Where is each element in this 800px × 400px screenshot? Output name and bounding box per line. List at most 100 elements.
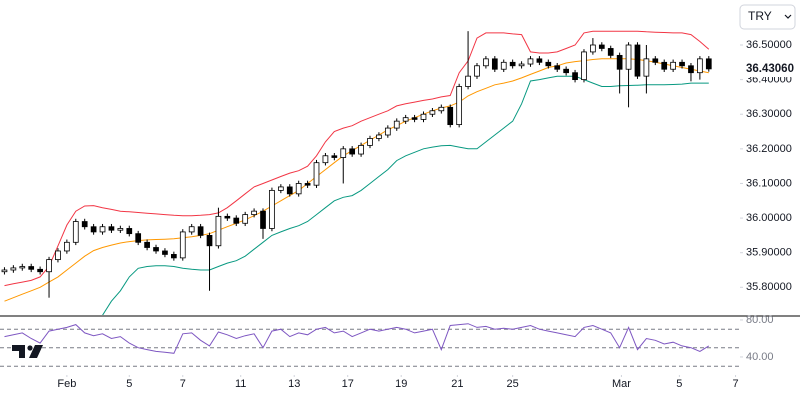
candle-body — [206, 234, 213, 247]
candle-body — [670, 61, 676, 70]
candle-body — [661, 61, 668, 70]
y-tick-label: 36.20000 — [746, 143, 792, 155]
candle-body — [367, 138, 373, 146]
candle-body — [402, 117, 409, 122]
logo — [12, 345, 43, 358]
band-line — [4, 30, 710, 287]
candle-body — [527, 58, 534, 65]
candle-body — [233, 217, 240, 224]
price-panel — [1, 30, 712, 315]
x-tick-label: 17 — [342, 378, 354, 390]
candle-body — [162, 250, 168, 255]
candle-body — [135, 233, 142, 243]
candle-body — [242, 214, 249, 224]
candle-body — [590, 44, 596, 53]
candle-body — [697, 58, 703, 74]
candle-body — [509, 61, 516, 67]
candle-body — [295, 183, 302, 195]
rsi-panel — [0, 323, 740, 367]
candle-body — [1, 269, 8, 273]
candle-body — [652, 58, 659, 63]
candle-body — [536, 58, 543, 63]
y-tick-label: 36.10000 — [746, 177, 792, 189]
candle-body — [99, 226, 106, 233]
candle-body — [572, 72, 578, 81]
candle-body — [64, 241, 70, 252]
candle-body — [563, 68, 569, 74]
x-tick-label: 7 — [180, 378, 186, 390]
currency-label: TRY — [748, 9, 772, 23]
dropdown-arrow — [784, 14, 792, 19]
candle-body — [643, 58, 650, 77]
y-tick-label: 36.00000 — [746, 212, 792, 224]
currency-select[interactable] — [739, 4, 796, 30]
candle-body — [269, 189, 275, 229]
candle-body — [384, 127, 391, 136]
candle-body — [438, 106, 445, 112]
x-tick-label: 7 — [732, 378, 738, 390]
candle-body — [705, 58, 712, 70]
candle-body — [304, 183, 311, 186]
y-tick-label: 36.50000 — [746, 39, 792, 51]
candle-body — [331, 155, 338, 158]
y-tick-label: 36.30000 — [746, 108, 792, 120]
x-tick-label: 11 — [235, 378, 246, 390]
candle-body — [286, 186, 293, 195]
candle-body — [108, 226, 115, 231]
axes: 35.80000 35.90000 36.00000 36.10000 36.20000… — [57, 39, 800, 390]
candle-body — [483, 58, 489, 67]
x-tick-label: 13 — [288, 378, 300, 390]
candle-body — [500, 61, 507, 70]
candle-body — [144, 241, 150, 248]
candle-body — [420, 113, 427, 120]
candle-body — [179, 231, 186, 259]
candle-body — [197, 226, 204, 236]
x-tick-label: 25 — [507, 378, 519, 390]
candle-body — [625, 44, 632, 70]
candle-body — [46, 259, 52, 273]
candle-body — [37, 268, 43, 273]
x-tick-label: Feb — [57, 378, 76, 390]
x-tick-label: Mar — [612, 378, 631, 390]
candle-body — [545, 61, 552, 67]
x-tick-label: 19 — [395, 378, 407, 390]
candle-body — [376, 134, 382, 139]
candle-body — [634, 44, 641, 77]
candle-body — [616, 54, 623, 70]
rsi-tick-label: 80.00 — [746, 314, 774, 326]
candle-body — [72, 221, 79, 243]
candle-body — [55, 250, 61, 261]
candle-body — [688, 65, 694, 74]
x-tick-label: 21 — [451, 378, 463, 390]
candle-body — [581, 51, 587, 81]
candle-body — [598, 44, 605, 49]
candle-body — [90, 226, 97, 233]
candle-body — [188, 226, 195, 233]
x-tick-label: 5 — [126, 378, 132, 390]
candle-body — [126, 228, 133, 235]
candle-body — [554, 65, 561, 70]
candle-body — [260, 210, 266, 229]
last-price-label: 36.43060 — [746, 63, 794, 75]
candle-body — [393, 120, 400, 129]
last-price-box — [741, 61, 800, 78]
band-line — [102, 75, 709, 315]
candle-body — [313, 162, 320, 186]
candle-body — [28, 266, 35, 270]
band-line — [4, 58, 709, 302]
candle-body — [411, 117, 418, 120]
candle-body — [474, 65, 480, 77]
candle-body — [117, 228, 124, 231]
candle-body — [607, 48, 614, 56]
x-tick-label: 5 — [676, 378, 682, 390]
candle-body — [171, 254, 177, 259]
candle-body — [224, 215, 231, 219]
candle-body — [491, 58, 498, 70]
candle-body — [456, 86, 463, 126]
rsi-tick-label: 40.00 — [746, 351, 774, 363]
candle-body — [679, 61, 685, 67]
candle-body — [518, 63, 525, 67]
candle-body — [322, 155, 329, 164]
candle-body — [19, 266, 26, 269]
